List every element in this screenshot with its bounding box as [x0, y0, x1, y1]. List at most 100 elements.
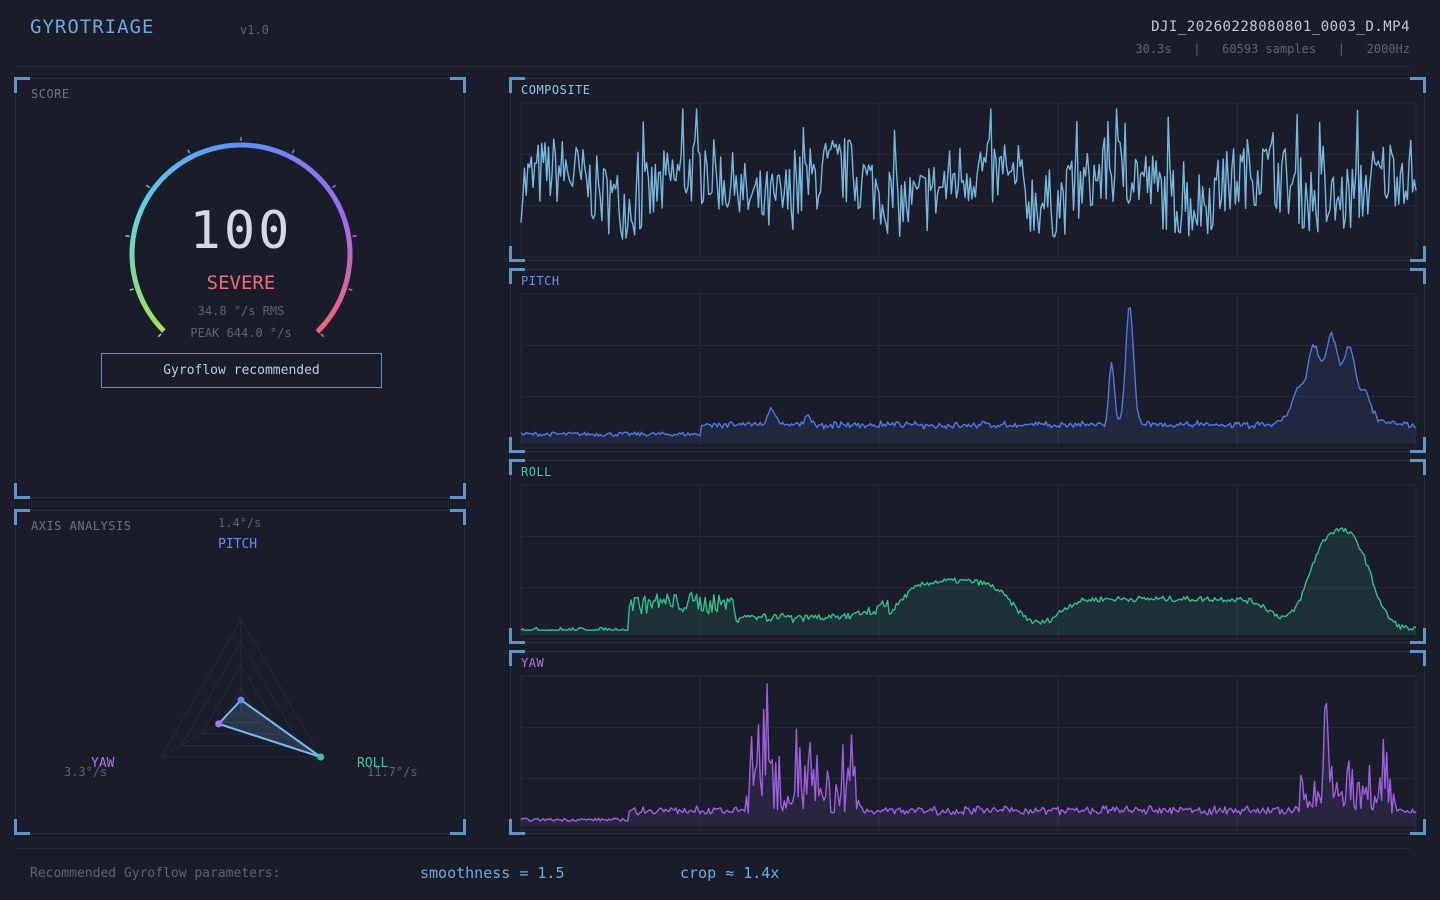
signal-area	[521, 527, 1416, 635]
score-panel-label: SCORE	[31, 87, 70, 101]
radar-vertex-dot	[317, 753, 325, 761]
signal-line	[520, 527, 1417, 631]
gauge-tick	[348, 288, 353, 291]
roll-chart	[520, 484, 1417, 640]
gauge-arc-segment	[346, 262, 353, 273]
gyroflow-recommendation-badge: Gyroflow recommended	[101, 353, 382, 388]
gauge-arc-segment	[175, 158, 187, 168]
app-title: GYROTRIAGE	[30, 16, 155, 38]
gauge-arc-segment	[198, 147, 210, 156]
corner-bracket	[509, 77, 525, 93]
gauge-arc-segment	[156, 174, 167, 185]
corner-bracket	[1410, 246, 1426, 262]
corner-bracket	[509, 628, 525, 644]
corner-bracket	[509, 459, 525, 475]
corner-bracket	[509, 437, 525, 453]
corner-bracket	[1410, 459, 1426, 475]
corner-bracket	[450, 819, 466, 835]
severity-label: SEVERE	[206, 272, 276, 294]
radar-vertex-dot	[215, 720, 223, 728]
yaw-axis-name: YAW	[91, 756, 115, 771]
gauge-arc-segment	[145, 187, 156, 199]
gauge-arc-segment	[137, 293, 147, 305]
radar-vertex-dot	[237, 696, 245, 704]
gauge-arc-segment	[296, 158, 308, 169]
corner-bracket	[450, 77, 466, 93]
gauge-arc-segment	[321, 316, 332, 328]
corner-bracket	[1410, 268, 1426, 284]
radar-value-polygon	[216, 698, 322, 758]
yaw-chart-panel: YAW	[509, 650, 1426, 835]
gauge-tick	[125, 234, 130, 238]
signal-area	[521, 683, 1416, 826]
axis-radar-chart	[160, 618, 325, 761]
roll-axis-name: ROLL	[357, 756, 389, 771]
gauge-arc-segment	[168, 163, 180, 174]
gauge-tick	[145, 184, 151, 189]
gauge-arc-segment	[190, 150, 202, 160]
gauge-arc-segment	[316, 175, 327, 186]
corner-bracket	[509, 819, 525, 835]
gauge-arc-segment	[150, 315, 161, 327]
corner-bracket	[509, 246, 525, 262]
yaw-chart	[520, 675, 1417, 831]
gauge-tick	[187, 149, 191, 154]
score-panel: SCORE 100 SEVERE 34.8 °/s RMS PEAK 644.0…	[14, 77, 466, 499]
file-name: DJI_20260228080801_0003_D.MP4	[1151, 19, 1410, 35]
gauge-arc-segment	[315, 323, 326, 334]
axis-panel-label: AXIS ANALYSIS	[31, 519, 132, 533]
corner-bracket	[1410, 628, 1426, 644]
gauge-arc-segment	[150, 180, 161, 192]
pitch-axis-name: PITCH	[218, 537, 258, 552]
score-gauge	[125, 137, 357, 338]
radar-grid-ring	[160, 618, 322, 758]
composite-chart-label: COMPOSITE	[521, 83, 591, 97]
roll-axis-value: 11.7°/s	[367, 765, 418, 779]
signal-line	[520, 307, 1417, 437]
rms-readout: 34.8 °/s RMS	[197, 304, 285, 318]
gauge-arc-segment	[265, 145, 277, 154]
corner-bracket	[14, 509, 30, 525]
composite-chart	[520, 102, 1417, 258]
file-meta: 30.3s | 60593 samples | 2000Hz	[1135, 42, 1410, 56]
corner-bracket	[450, 509, 466, 525]
corner-bracket	[1410, 650, 1426, 666]
composite-chart-panel: COMPOSITE	[509, 77, 1426, 262]
yaw-axis-value: 3.3°/s	[64, 765, 108, 779]
gauge-arc-segment	[206, 145, 218, 153]
signal-line	[520, 108, 1417, 240]
gauge-tick	[129, 288, 134, 291]
corner-bracket	[1410, 437, 1426, 453]
gauge-arc-segment	[129, 261, 136, 272]
pitch-chart-panel: PITCH	[509, 268, 1426, 453]
radar-grid-ring	[200, 663, 282, 735]
smoothness-parameter: smoothness = 1.5	[420, 864, 565, 882]
gauge-arc-segment	[303, 163, 315, 174]
corner-bracket	[14, 77, 30, 93]
yaw-chart-label: YAW	[521, 656, 545, 670]
pitch-axis-value: 1.4°/s	[218, 516, 262, 530]
corner-bracket	[1410, 819, 1426, 835]
footer-divider	[15, 848, 1410, 849]
header-divider	[15, 66, 1410, 67]
gauge-arc-segment	[281, 150, 293, 160]
radar-grid-ring	[180, 641, 302, 746]
gauge-arc-segment	[321, 181, 332, 193]
gauge-arc-segment	[223, 142, 234, 149]
gauge-tick	[291, 149, 295, 154]
roll-chart-panel: ROLL	[509, 459, 1426, 644]
gauge-arc-segment	[327, 188, 337, 200]
gauge-tick	[157, 333, 162, 338]
radar-spoke	[240, 710, 321, 758]
gauge-arc-segment	[249, 142, 260, 149]
corner-bracket	[14, 483, 30, 499]
signal-area	[521, 307, 1416, 444]
corner-bracket	[509, 650, 525, 666]
radar-grid-ring	[220, 686, 262, 723]
gauge-tick	[331, 184, 337, 189]
corner-bracket	[450, 483, 466, 499]
corner-bracket	[509, 268, 525, 284]
gauge-arc-segment	[257, 143, 269, 151]
corner-bracket	[1410, 77, 1426, 93]
gauge-arc-segment	[273, 147, 285, 157]
